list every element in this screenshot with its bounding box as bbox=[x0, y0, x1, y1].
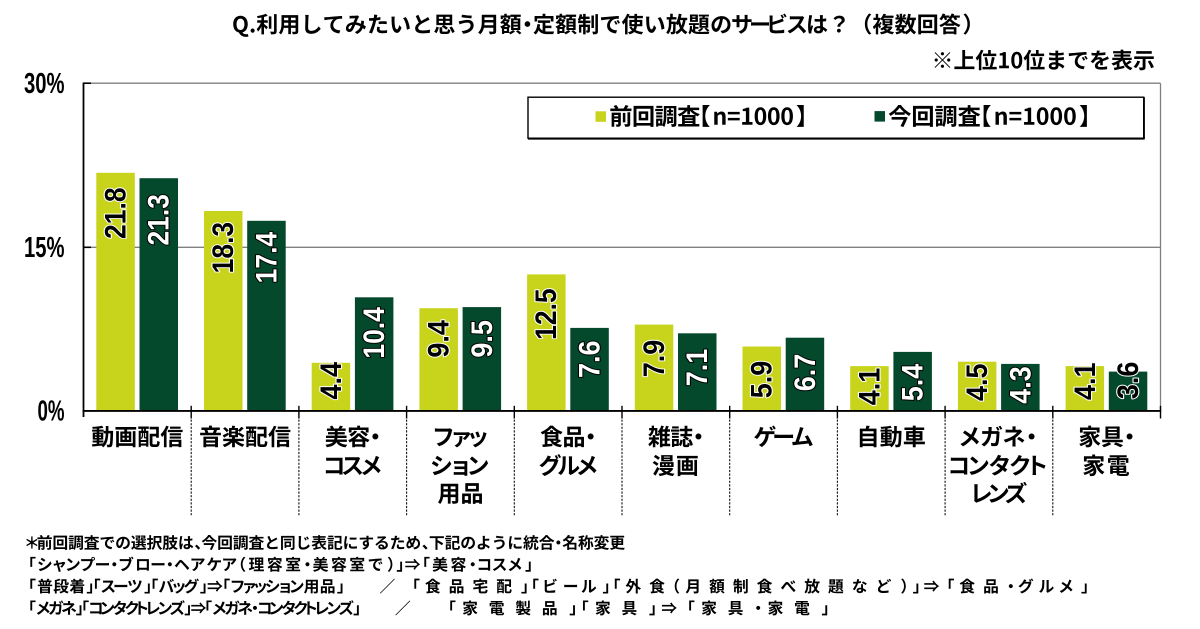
svg-text:7.9: 7.9 bbox=[638, 340, 671, 378]
svg-text:3.6: 3.6 bbox=[1112, 362, 1145, 400]
svg-text:17.4: 17.4 bbox=[250, 232, 283, 284]
svg-text:30%: 30% bbox=[24, 68, 65, 100]
svg-text:12.5: 12.5 bbox=[530, 288, 563, 340]
svg-text:4.5: 4.5 bbox=[961, 363, 994, 401]
svg-text:21.3: 21.3 bbox=[143, 194, 176, 246]
svg-text:5.9: 5.9 bbox=[746, 361, 779, 399]
svg-text:6.7: 6.7 bbox=[789, 354, 822, 392]
svg-text:15%: 15% bbox=[24, 232, 65, 264]
svg-text:0%: 0% bbox=[38, 396, 65, 428]
svg-text:9.4: 9.4 bbox=[423, 320, 456, 358]
svg-text:4.1: 4.1 bbox=[853, 368, 886, 406]
svg-text:21.8: 21.8 bbox=[99, 187, 132, 239]
svg-text:9.5: 9.5 bbox=[466, 320, 499, 358]
svg-text:4.1: 4.1 bbox=[1069, 363, 1102, 401]
svg-text:5.4: 5.4 bbox=[897, 363, 930, 401]
svg-text:4.3: 4.3 bbox=[1004, 366, 1037, 404]
svg-text:7.6: 7.6 bbox=[573, 340, 606, 378]
svg-text:4.4: 4.4 bbox=[315, 362, 348, 400]
svg-text:7.1: 7.1 bbox=[681, 349, 714, 387]
svg-text:18.3: 18.3 bbox=[207, 222, 240, 274]
svg-text:10.4: 10.4 bbox=[358, 307, 391, 359]
